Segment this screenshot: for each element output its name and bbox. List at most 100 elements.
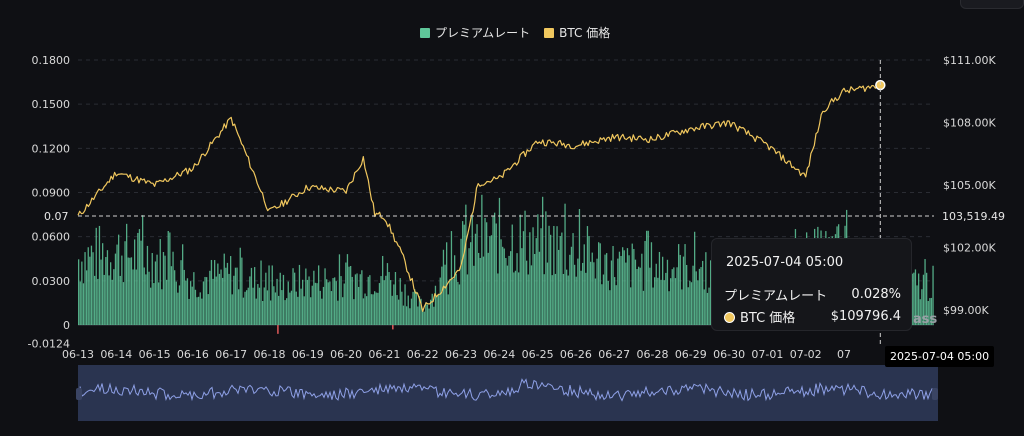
premium-bar xyxy=(378,283,381,325)
premium-bar xyxy=(433,306,435,325)
premium-bar xyxy=(281,290,283,325)
premium-bar xyxy=(308,276,310,325)
premium-bar xyxy=(127,257,129,325)
premium-bar-negative xyxy=(277,325,279,334)
premium-bar xyxy=(626,248,629,325)
premium-bar xyxy=(228,273,230,325)
right-tick-label: $108.00K xyxy=(943,117,996,130)
premium-bar xyxy=(586,226,589,325)
premium-bar xyxy=(135,269,137,325)
premium-bar xyxy=(428,308,430,325)
premium-bar xyxy=(406,306,408,325)
premium-bar xyxy=(206,277,208,325)
premium-bar xyxy=(111,279,113,325)
premium-bar xyxy=(270,300,272,325)
premium-bar xyxy=(303,296,305,325)
premium-bar xyxy=(646,230,648,325)
premium-bar xyxy=(489,236,491,325)
premium-bar xyxy=(175,281,177,325)
premium-bar xyxy=(324,268,326,325)
premium-bar xyxy=(121,255,123,325)
premium-bar xyxy=(383,280,385,325)
premium-bar xyxy=(652,287,654,325)
premium-bar xyxy=(670,278,672,325)
premium-bar xyxy=(114,253,117,325)
premium-bar xyxy=(556,226,558,325)
legend-premium[interactable]: プレミアムレート xyxy=(420,24,530,41)
premium-bar xyxy=(148,271,150,325)
premium-bar xyxy=(577,258,579,325)
premium-bar xyxy=(919,299,921,325)
premium-bar xyxy=(354,274,357,325)
premium-bar xyxy=(647,230,649,325)
premium-bar xyxy=(572,233,574,325)
premium-bar xyxy=(708,287,710,325)
premium-bar xyxy=(343,283,345,325)
navigator-left-handle[interactable] xyxy=(76,388,82,400)
premium-bar xyxy=(535,238,537,325)
premium-bar xyxy=(617,258,619,325)
premium-bar xyxy=(518,272,520,325)
premium-bar xyxy=(916,285,918,325)
tooltip-btc-label: BTC 価格 xyxy=(740,311,796,326)
premium-bar xyxy=(594,278,597,325)
premium-bar xyxy=(185,280,187,325)
legend-btc[interactable]: BTC 価格 xyxy=(544,24,610,41)
premium-bar xyxy=(223,253,225,325)
premium-bar xyxy=(548,225,550,325)
premium-bar xyxy=(402,305,405,325)
premium-bar xyxy=(414,289,416,325)
premium-bar xyxy=(492,215,494,325)
premium-bar xyxy=(361,270,363,325)
premium-bar xyxy=(348,266,350,325)
premium-bar xyxy=(519,214,521,325)
premium-bar xyxy=(319,290,321,325)
premium-bar xyxy=(167,230,169,325)
premium-bar xyxy=(638,266,640,325)
premium-bar xyxy=(495,223,497,325)
premium-bar xyxy=(154,261,157,325)
premium-bar xyxy=(601,284,603,325)
premium-bar xyxy=(391,295,393,325)
premium-bar xyxy=(282,274,285,325)
premium-bar xyxy=(922,274,925,325)
premium-bar xyxy=(286,298,288,325)
premium-bar xyxy=(386,263,389,325)
watermark: ass xyxy=(913,312,938,327)
premium-bar xyxy=(150,287,152,325)
premium-bar xyxy=(625,262,627,325)
premium-bar xyxy=(502,246,504,325)
premium-bar xyxy=(434,285,437,325)
navigator-right-handle[interactable] xyxy=(932,388,938,400)
premium-bar xyxy=(561,232,563,325)
premium-bar xyxy=(279,272,281,325)
premium-bar xyxy=(474,233,477,325)
premium-bar xyxy=(673,267,675,325)
premium-bar xyxy=(503,248,505,325)
premium-bar xyxy=(134,239,136,325)
premium-bar xyxy=(426,304,429,325)
premium-bar xyxy=(316,283,318,325)
premium-bar xyxy=(686,264,688,325)
premium-bar xyxy=(537,214,539,325)
premium-bar xyxy=(161,289,163,325)
premium-bar xyxy=(687,287,689,325)
premium-bar xyxy=(473,265,475,325)
range-navigator[interactable] xyxy=(76,365,938,421)
premium-bar xyxy=(634,259,637,325)
premium-bar xyxy=(545,211,547,325)
premium-bar xyxy=(249,276,251,325)
premium-bar xyxy=(191,286,193,325)
x-tick-label: 06-30 xyxy=(713,348,745,361)
premium-bar xyxy=(506,265,509,325)
premium-bar xyxy=(593,262,595,325)
premium-bar xyxy=(327,282,329,325)
corner-button[interactable] xyxy=(960,0,1024,9)
premium-bar xyxy=(310,297,312,325)
premium-bar xyxy=(239,247,241,325)
premium-bar xyxy=(458,284,461,325)
premium-bar xyxy=(514,270,517,325)
premium-bar xyxy=(463,224,465,325)
x-tick-label: 06-28 xyxy=(637,348,669,361)
